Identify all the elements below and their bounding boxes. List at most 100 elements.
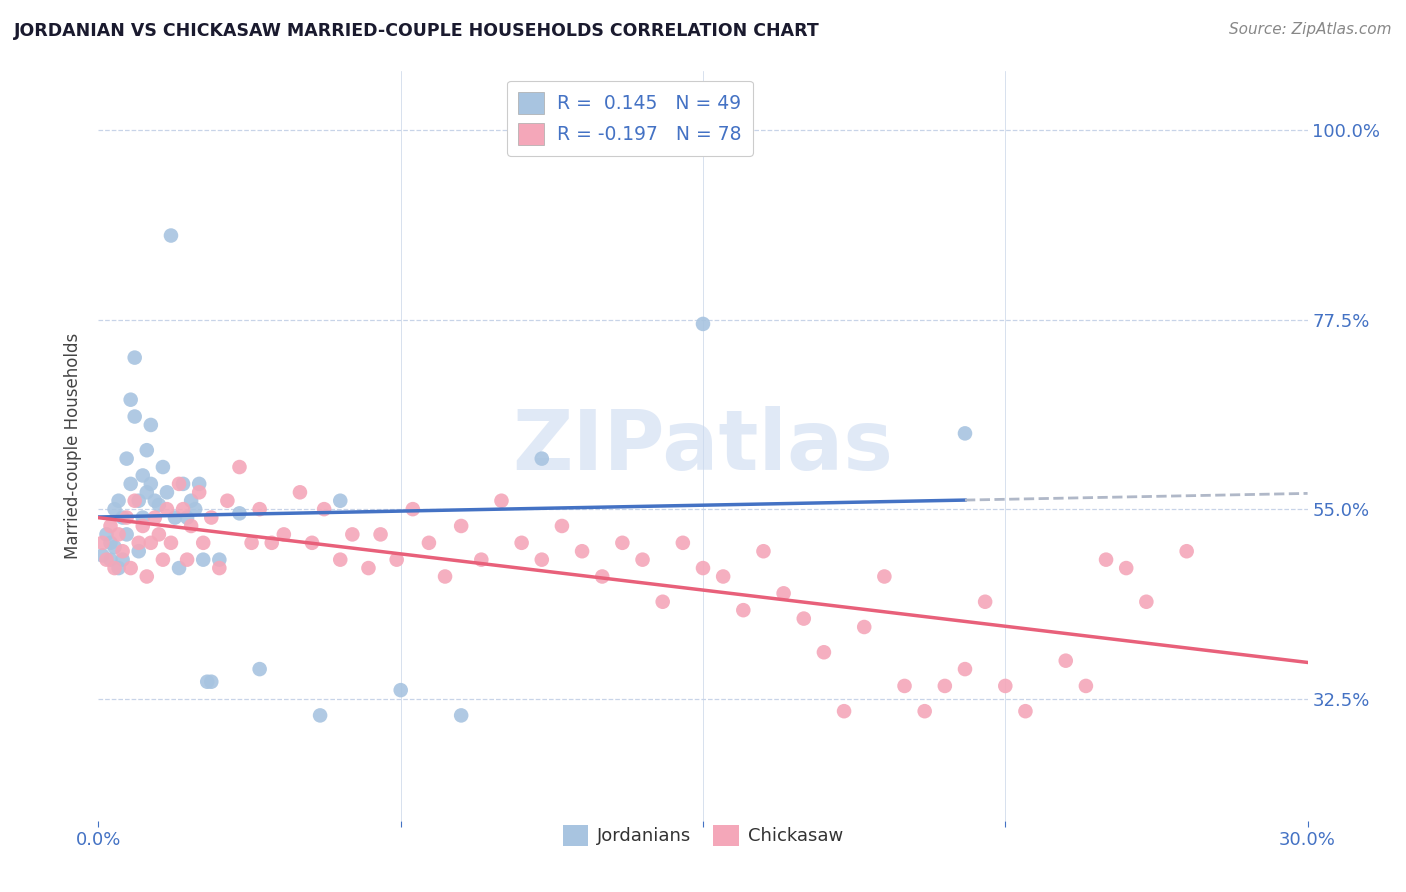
Point <box>115 527 138 541</box>
Point <box>733 603 755 617</box>
Point <box>160 536 183 550</box>
Point <box>180 519 202 533</box>
Point <box>128 536 150 550</box>
Point <box>200 510 222 524</box>
Point <box>180 493 202 508</box>
Point <box>450 519 472 533</box>
Point <box>249 502 271 516</box>
Point <box>152 460 174 475</box>
Point <box>530 451 553 466</box>
Point <box>510 536 533 550</box>
Point <box>249 662 271 676</box>
Point <box>1135 595 1157 609</box>
Point <box>124 493 146 508</box>
Point <box>402 502 425 516</box>
Point <box>139 476 162 491</box>
Point <box>309 708 332 723</box>
Point <box>139 417 162 432</box>
Point <box>651 595 673 609</box>
Point <box>128 493 150 508</box>
Point <box>103 561 125 575</box>
Point <box>1175 544 1198 558</box>
Point <box>132 510 155 524</box>
Point <box>124 409 146 424</box>
Point <box>195 674 218 689</box>
Point <box>591 569 613 583</box>
Point <box>132 519 155 533</box>
Point <box>103 502 125 516</box>
Point <box>143 493 166 508</box>
Point <box>124 351 146 365</box>
Point <box>893 679 915 693</box>
Point <box>107 493 129 508</box>
Point <box>167 476 190 491</box>
Point <box>530 552 553 566</box>
Point <box>156 502 179 516</box>
Point <box>793 611 815 625</box>
Point <box>148 527 170 541</box>
Point <box>329 493 352 508</box>
Point <box>772 586 794 600</box>
Point <box>692 317 714 331</box>
Point <box>1054 654 1077 668</box>
Point <box>450 708 472 723</box>
Point <box>434 569 457 583</box>
Point <box>329 552 352 566</box>
Point <box>103 540 125 554</box>
Point <box>370 527 392 541</box>
Point <box>193 552 215 566</box>
Point <box>111 510 134 524</box>
Point <box>389 683 412 698</box>
Point <box>273 527 295 541</box>
Point <box>132 468 155 483</box>
Point <box>914 704 936 718</box>
Point <box>240 536 263 550</box>
Point <box>228 507 250 521</box>
Point <box>172 502 194 516</box>
Point <box>418 536 440 550</box>
Y-axis label: Married-couple Households: Married-couple Households <box>65 333 83 559</box>
Point <box>100 552 122 566</box>
Point <box>152 552 174 566</box>
Point <box>135 485 157 500</box>
Point <box>143 510 166 524</box>
Point <box>832 704 855 718</box>
Point <box>571 544 593 558</box>
Point <box>491 493 513 508</box>
Point <box>314 502 336 516</box>
Point <box>994 679 1017 693</box>
Point <box>176 552 198 566</box>
Point <box>752 544 775 558</box>
Point <box>107 527 129 541</box>
Point <box>228 460 250 475</box>
Legend: Jordanians, Chickasaw: Jordanians, Chickasaw <box>555 818 851 853</box>
Point <box>974 595 997 609</box>
Text: Source: ZipAtlas.com: Source: ZipAtlas.com <box>1229 22 1392 37</box>
Point <box>934 679 956 693</box>
Point <box>551 519 574 533</box>
Point <box>91 549 114 563</box>
Point <box>188 485 211 500</box>
Point <box>107 561 129 575</box>
Point <box>111 552 134 566</box>
Point <box>208 561 231 575</box>
Point <box>357 561 380 575</box>
Point <box>160 228 183 243</box>
Point <box>115 451 138 466</box>
Text: JORDANIAN VS CHICKASAW MARRIED-COUPLE HOUSEHOLDS CORRELATION CHART: JORDANIAN VS CHICKASAW MARRIED-COUPLE HO… <box>14 22 820 40</box>
Point <box>156 485 179 500</box>
Point <box>692 561 714 575</box>
Point <box>128 544 150 558</box>
Point <box>91 536 114 550</box>
Point <box>100 536 122 550</box>
Point <box>672 536 695 550</box>
Point <box>148 498 170 512</box>
Point <box>1014 704 1036 718</box>
Point <box>1095 552 1118 566</box>
Point <box>96 552 118 566</box>
Point <box>813 645 835 659</box>
Point <box>120 476 142 491</box>
Point <box>115 510 138 524</box>
Point <box>288 485 311 500</box>
Point <box>163 510 186 524</box>
